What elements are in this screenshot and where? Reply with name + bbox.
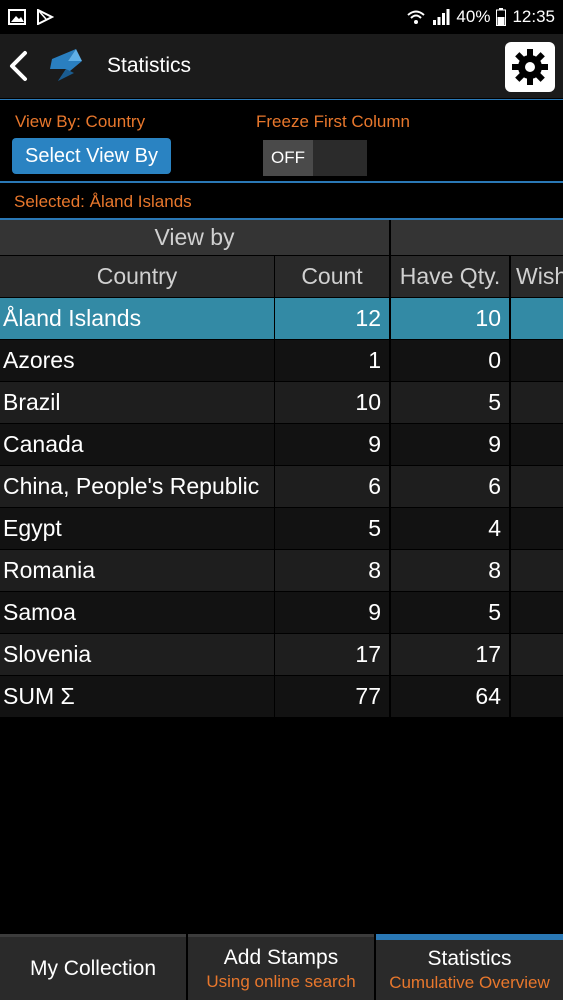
wish-cell [511, 508, 563, 549]
count-cell: 10 [275, 382, 389, 423]
selected-bar: Selected: Åland Islands [0, 183, 563, 219]
group-header-empty [391, 220, 563, 255]
selected-item-label: Selected: Åland Islands [14, 192, 192, 211]
country-cell: Azores [0, 340, 274, 381]
count-cell: 9 [275, 592, 389, 633]
have-qty-cell: 5 [391, 592, 509, 633]
country-cell: Canada [0, 424, 274, 465]
freeze-first-column-toggle[interactable]: OFF [263, 140, 367, 176]
have-qty-cell: 64 [391, 676, 509, 717]
wifi-icon [407, 10, 426, 24]
wish-cell [511, 424, 563, 465]
wish-cell [511, 676, 563, 717]
wish-cell [511, 382, 563, 423]
have-qty-cell: 6 [391, 466, 509, 507]
count-cell: 6 [275, 466, 389, 507]
settings-button[interactable] [505, 42, 555, 92]
gear-icon [512, 49, 548, 85]
table-row[interactable]: Samoa 9 5 [0, 592, 563, 634]
column-header-have-qty[interactable]: Have Qty. [391, 256, 509, 297]
have-qty-cell: 17 [391, 634, 509, 675]
country-cell: Slovenia [0, 634, 274, 675]
country-cell: Egypt [0, 508, 274, 549]
wish-cell [511, 340, 563, 381]
status-bar: 40% 12:35 [0, 0, 563, 34]
tab-label: Statistics [427, 947, 512, 970]
battery-icon [496, 8, 507, 26]
country-cell: China, People's Republic [0, 466, 274, 507]
count-cell: 5 [275, 508, 389, 549]
have-qty-cell: 8 [391, 550, 509, 591]
have-qty-cell: 9 [391, 424, 509, 465]
freeze-first-column-label: Freeze First Column [256, 112, 410, 131]
tab-subtitle: Cumulative Overview [389, 973, 550, 992]
tab-statistics[interactable]: Statistics Cumulative Overview [376, 934, 563, 1000]
wish-cell [511, 550, 563, 591]
wish-cell [511, 592, 563, 633]
table-row[interactable]: Romania 8 8 [0, 550, 563, 592]
app-logo [50, 49, 82, 81]
table-row[interactable]: Slovenia 17 17 [0, 634, 563, 676]
count-cell: 77 [275, 676, 389, 717]
have-qty-cell: 10 [391, 298, 509, 339]
clock: 12:35 [512, 7, 555, 26]
table-row[interactable]: Canada 9 9 [0, 424, 563, 466]
app-bar: Statistics [0, 34, 563, 98]
play-store-notification-icon [37, 9, 54, 25]
back-button[interactable] [0, 34, 36, 98]
divider [0, 218, 563, 220]
country-cell: Samoa [0, 592, 274, 633]
statistics-table: View by Country Count Have Qty. Wish Åla… [0, 220, 563, 718]
page-title: Statistics [107, 54, 192, 77]
battery-percent: 40% [456, 7, 491, 26]
tab-label: Add Stamps [223, 945, 339, 969]
have-qty-cell: 4 [391, 508, 509, 549]
have-qty-cell: 0 [391, 340, 509, 381]
column-header-country[interactable]: Country [0, 256, 274, 297]
country-cell: Åland Islands [0, 298, 274, 339]
group-header-view-by: View by [0, 220, 389, 255]
select-view-by-button[interactable]: Select View By [12, 138, 171, 174]
country-cell: Romania [0, 550, 274, 591]
table-row[interactable]: China, People's Republic 6 6 [0, 466, 563, 508]
wish-cell [511, 298, 563, 339]
tab-my-collection[interactable]: My Collection [0, 934, 186, 1000]
table-row[interactable]: Azores 1 0 [0, 340, 563, 382]
country-cell: SUM Σ [0, 676, 274, 717]
count-cell: 17 [275, 634, 389, 675]
toggle-state-label: OFF [263, 140, 313, 176]
count-cell: 8 [275, 550, 389, 591]
view-by-label: View By: Country [15, 112, 146, 131]
count-cell: 12 [275, 298, 389, 339]
table-row[interactable]: Åland Islands 12 10 [0, 298, 563, 340]
table-group-header-row: View by [0, 220, 563, 256]
table-row[interactable]: Brazil 10 5 [0, 382, 563, 424]
wish-cell [511, 466, 563, 507]
tab-subtitle: Using online search [206, 971, 356, 991]
table-sum-row[interactable]: SUM Σ 77 64 [0, 676, 563, 718]
column-header-wish[interactable]: Wish [511, 256, 563, 297]
country-cell: Brazil [0, 382, 274, 423]
chevron-left-icon [10, 51, 27, 81]
bottom-tab-bar: My Collection Add Stamps Using online se… [0, 928, 563, 1000]
count-cell: 9 [275, 424, 389, 465]
wish-cell [511, 634, 563, 675]
count-cell: 1 [275, 340, 389, 381]
table-header-row: Country Count Have Qty. Wish [0, 256, 563, 298]
gallery-notification-icon [8, 9, 26, 25]
view-controls: View By: Country Freeze First Column Sel… [0, 100, 563, 181]
column-header-count[interactable]: Count [275, 256, 389, 297]
have-qty-cell: 5 [391, 382, 509, 423]
divider [0, 181, 563, 183]
tab-label: My Collection [29, 956, 157, 980]
table-row[interactable]: Egypt 5 4 [0, 508, 563, 550]
tab-add-stamps[interactable]: Add Stamps Using online search [188, 934, 374, 1000]
signal-icon [433, 9, 450, 25]
